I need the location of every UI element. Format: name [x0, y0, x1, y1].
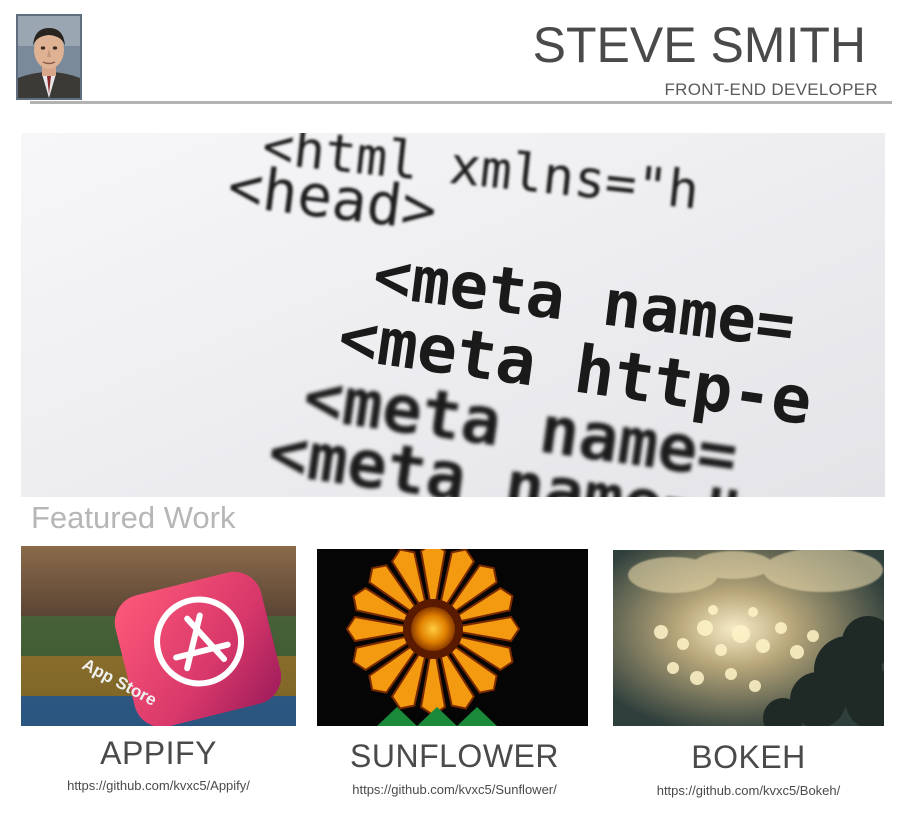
project-title-appify: APPIFY — [100, 735, 217, 771]
project-link-appify[interactable]: https://github.com/kvxc5/Appify/ — [67, 778, 250, 793]
project-title-bokeh: BOKEH — [691, 739, 806, 775]
profile-photo-icon — [18, 16, 80, 98]
sunflower-thumbnail[interactable] — [317, 549, 588, 726]
app-store-icon: App Store — [21, 546, 296, 726]
sunflower-icon — [317, 549, 588, 726]
subtitle-role: FRONT-END DEVELOPER — [664, 80, 878, 99]
hero-code-illustration: <html xmlns="h <head> <meta name= <meta … — [21, 133, 885, 497]
page-title: STEVE SMITH — [532, 17, 866, 73]
project-link-sunflower[interactable]: https://github.com/kvxc5/Sunflower/ — [352, 782, 557, 797]
project-title-sunflower: SUNFLOWER — [350, 738, 559, 774]
avatar — [16, 14, 82, 100]
hero-image: <html xmlns="h <head> <meta name= <meta … — [21, 133, 885, 497]
featured-work-heading: Featured Work — [31, 500, 236, 535]
bokeh-lights-icon — [613, 550, 884, 726]
appify-thumbnail[interactable]: App Store — [21, 546, 296, 726]
project-link-bokeh[interactable]: https://github.com/kvxc5/Bokeh/ — [656, 783, 841, 798]
bokeh-thumbnail[interactable] — [613, 550, 884, 726]
header-divider — [30, 101, 892, 104]
